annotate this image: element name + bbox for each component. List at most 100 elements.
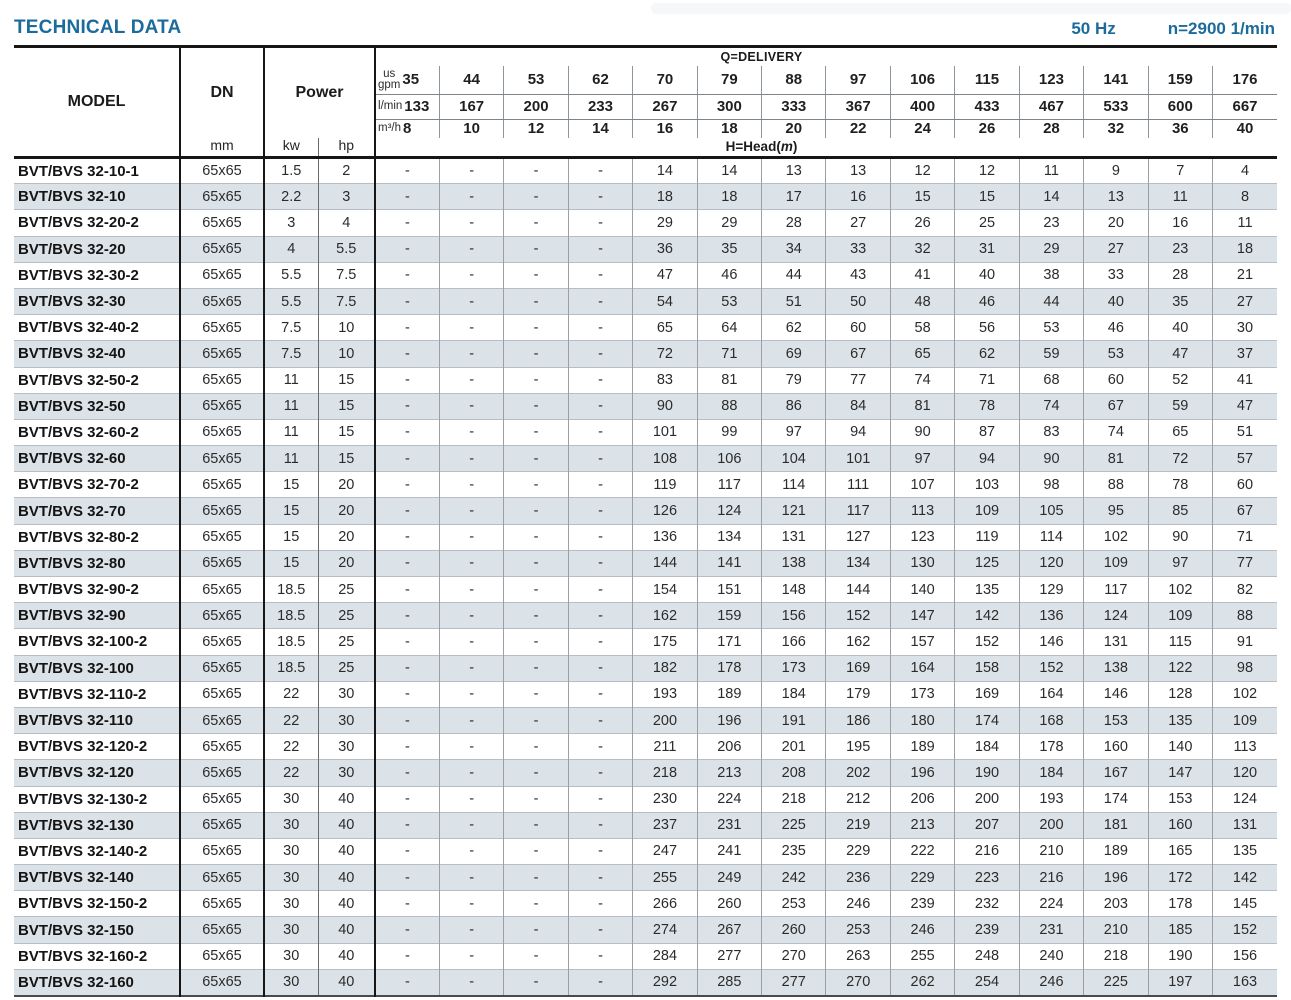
delivery-lmin-value: 367 (825, 94, 891, 120)
head-value-cell: 14 (697, 157, 763, 184)
head-value-cell: 206 (697, 733, 763, 760)
head-value-cell: 210 (1019, 837, 1085, 865)
head-value-cell: 81 (890, 392, 956, 420)
model-cell: BVT/BVS 32-90-2 (14, 575, 181, 603)
model-column-header: MODEL (14, 46, 181, 159)
head-value-cell: 284 (632, 942, 698, 970)
head-value-cell: - (568, 811, 634, 839)
head-value-cell: 13 (825, 157, 891, 184)
head-value-cell: 174 (954, 706, 1020, 734)
head-value-cell: 23 (1019, 209, 1085, 237)
head-value-cell: 27 (1212, 287, 1277, 315)
hp-cell: 40 (318, 942, 377, 970)
table-row: BVT/BVS 32-110 65x65 22 30- - - -200 196 191 186 1… (14, 706, 1277, 734)
head-value-cell: - (439, 733, 505, 760)
head-value-cell: 60 (825, 314, 891, 341)
head-value-cell: 140 (1148, 733, 1214, 760)
dn-cell: 65x65 (180, 523, 265, 551)
hp-cell: 25 (318, 654, 377, 682)
head-value-cell: - (375, 549, 440, 577)
head-value-cell: 229 (890, 864, 956, 891)
model-cell: BVT/BVS 32-50 (14, 392, 181, 420)
head-value-cell: 180 (890, 706, 956, 734)
head-value-cell: 124 (1083, 602, 1149, 629)
head-value-cell: 211 (632, 733, 698, 760)
delivery-m3h-value: 36 (1148, 119, 1214, 138)
head-value-cell: 114 (761, 471, 827, 498)
dn-cell: 65x65 (180, 209, 265, 237)
head-value-cell: 18 (697, 183, 763, 210)
head-value-cell: 239 (890, 890, 956, 917)
head-value-cell: 246 (1019, 968, 1085, 996)
dn-cell: 65x65 (180, 785, 265, 813)
table-row: BVT/BVS 32-80 65x65 15 20- - - -144 141 138 134 13… (14, 549, 1277, 577)
head-value-cell: 67 (1083, 392, 1149, 420)
head-value-cell: 144 (825, 575, 891, 603)
head-value-cell: 13 (1083, 183, 1149, 210)
model-cell: BVT/BVS 32-10 (14, 183, 181, 210)
head-value-cell: 158 (954, 654, 1020, 682)
head-value-cell: 123 (890, 523, 956, 551)
head-value-cell: - (439, 916, 505, 944)
head-value-cell: 184 (1019, 759, 1085, 786)
head-value-cell: 102 (1083, 523, 1149, 551)
head-value-cell: 95 (1083, 497, 1149, 525)
table-row: BVT/BVS 32-70 65x65 15 20- - - -126 124 121 117 11… (14, 497, 1277, 525)
model-cell: BVT/BVS 32-80 (14, 549, 181, 577)
head-value-cell: 74 (1083, 418, 1149, 446)
head-value-cell: - (375, 523, 440, 551)
table-row: BVT/BVS 32-150-2 65x65 30 40- - - -266 260 253 24… (14, 890, 1277, 917)
delivery-m3h-value: 14 (568, 119, 634, 138)
head-value-cell: 134 (825, 549, 891, 577)
head-value-cell: 58 (890, 314, 956, 341)
head-value-cell: 182 (632, 654, 698, 682)
head-value-cell: 165 (1148, 837, 1214, 865)
head-value-cell: - (503, 916, 569, 944)
head-value-cell: - (439, 942, 505, 970)
head-value-cell: 60 (1212, 471, 1277, 498)
dn-cell: 65x65 (180, 942, 265, 970)
head-value-cell: 117 (825, 497, 891, 525)
head-value-cell: 225 (1083, 968, 1149, 996)
kw-cell: 30 (264, 837, 319, 865)
head-value-cell: - (503, 706, 569, 734)
head-value-cell: 218 (1083, 942, 1149, 970)
head-value-cell: 43 (825, 261, 891, 289)
head-value-cell: - (439, 209, 505, 237)
kw-cell: 18.5 (264, 602, 319, 629)
table-row: BVT/BVS 32-90 65x65 18.5 25- - - -162 159 156 152… (14, 602, 1277, 629)
head-value-cell: 50 (825, 287, 891, 315)
head-value-cell: - (503, 183, 569, 210)
hp-cell: 30 (318, 706, 377, 734)
head-value-cell: - (568, 418, 634, 446)
table-row: BVT/BVS 32-60-2 65x65 11 15- - - -101 99 97 94 90 8… (14, 418, 1277, 446)
dn-cell: 65x65 (180, 733, 265, 760)
head-value-cell: - (439, 811, 505, 839)
head-value-cell: 48 (890, 287, 956, 315)
head-value-cell: 186 (825, 706, 891, 734)
head-value-cell: 152 (954, 628, 1020, 656)
dn-cell: 65x65 (180, 366, 265, 394)
head-value-cell: 135 (954, 575, 1020, 603)
head-value-cell: 201 (761, 733, 827, 760)
head-value-cell: - (375, 733, 440, 760)
delivery-m3h-value: 26 (954, 119, 1020, 138)
head-value-cell: 147 (890, 602, 956, 629)
head-value-cell: - (375, 890, 440, 917)
table-row: BVT/BVS 32-90-2 65x65 18.5 25- - - -154 151 148 1… (14, 575, 1277, 603)
delivery-group-header: Q=DELIVERY (720, 50, 803, 64)
delivery-lmin-value: 433 (954, 94, 1020, 120)
head-value-cell: - (503, 890, 569, 917)
head-value-cell: - (439, 314, 505, 341)
kw-cell: 30 (264, 968, 319, 996)
head-value-cell: 18 (632, 183, 698, 210)
head-value-cell: 160 (1148, 811, 1214, 839)
head-value-cell: 124 (1212, 785, 1277, 813)
head-value-cell: 202 (825, 759, 891, 786)
table-row: BVT/BVS 32-50 65x65 11 15- - - -90 88 86 84 81 78 74… (14, 392, 1277, 420)
head-value-cell: 91 (1212, 628, 1277, 656)
kw-cell: 5.5 (264, 261, 319, 289)
table-header: MODEL DN Power Q=DELIVERY us gpm 35 44 53 62… (14, 46, 1277, 159)
kw-cell: 2.2 (264, 183, 319, 210)
head-value-cell: 97 (761, 418, 827, 446)
